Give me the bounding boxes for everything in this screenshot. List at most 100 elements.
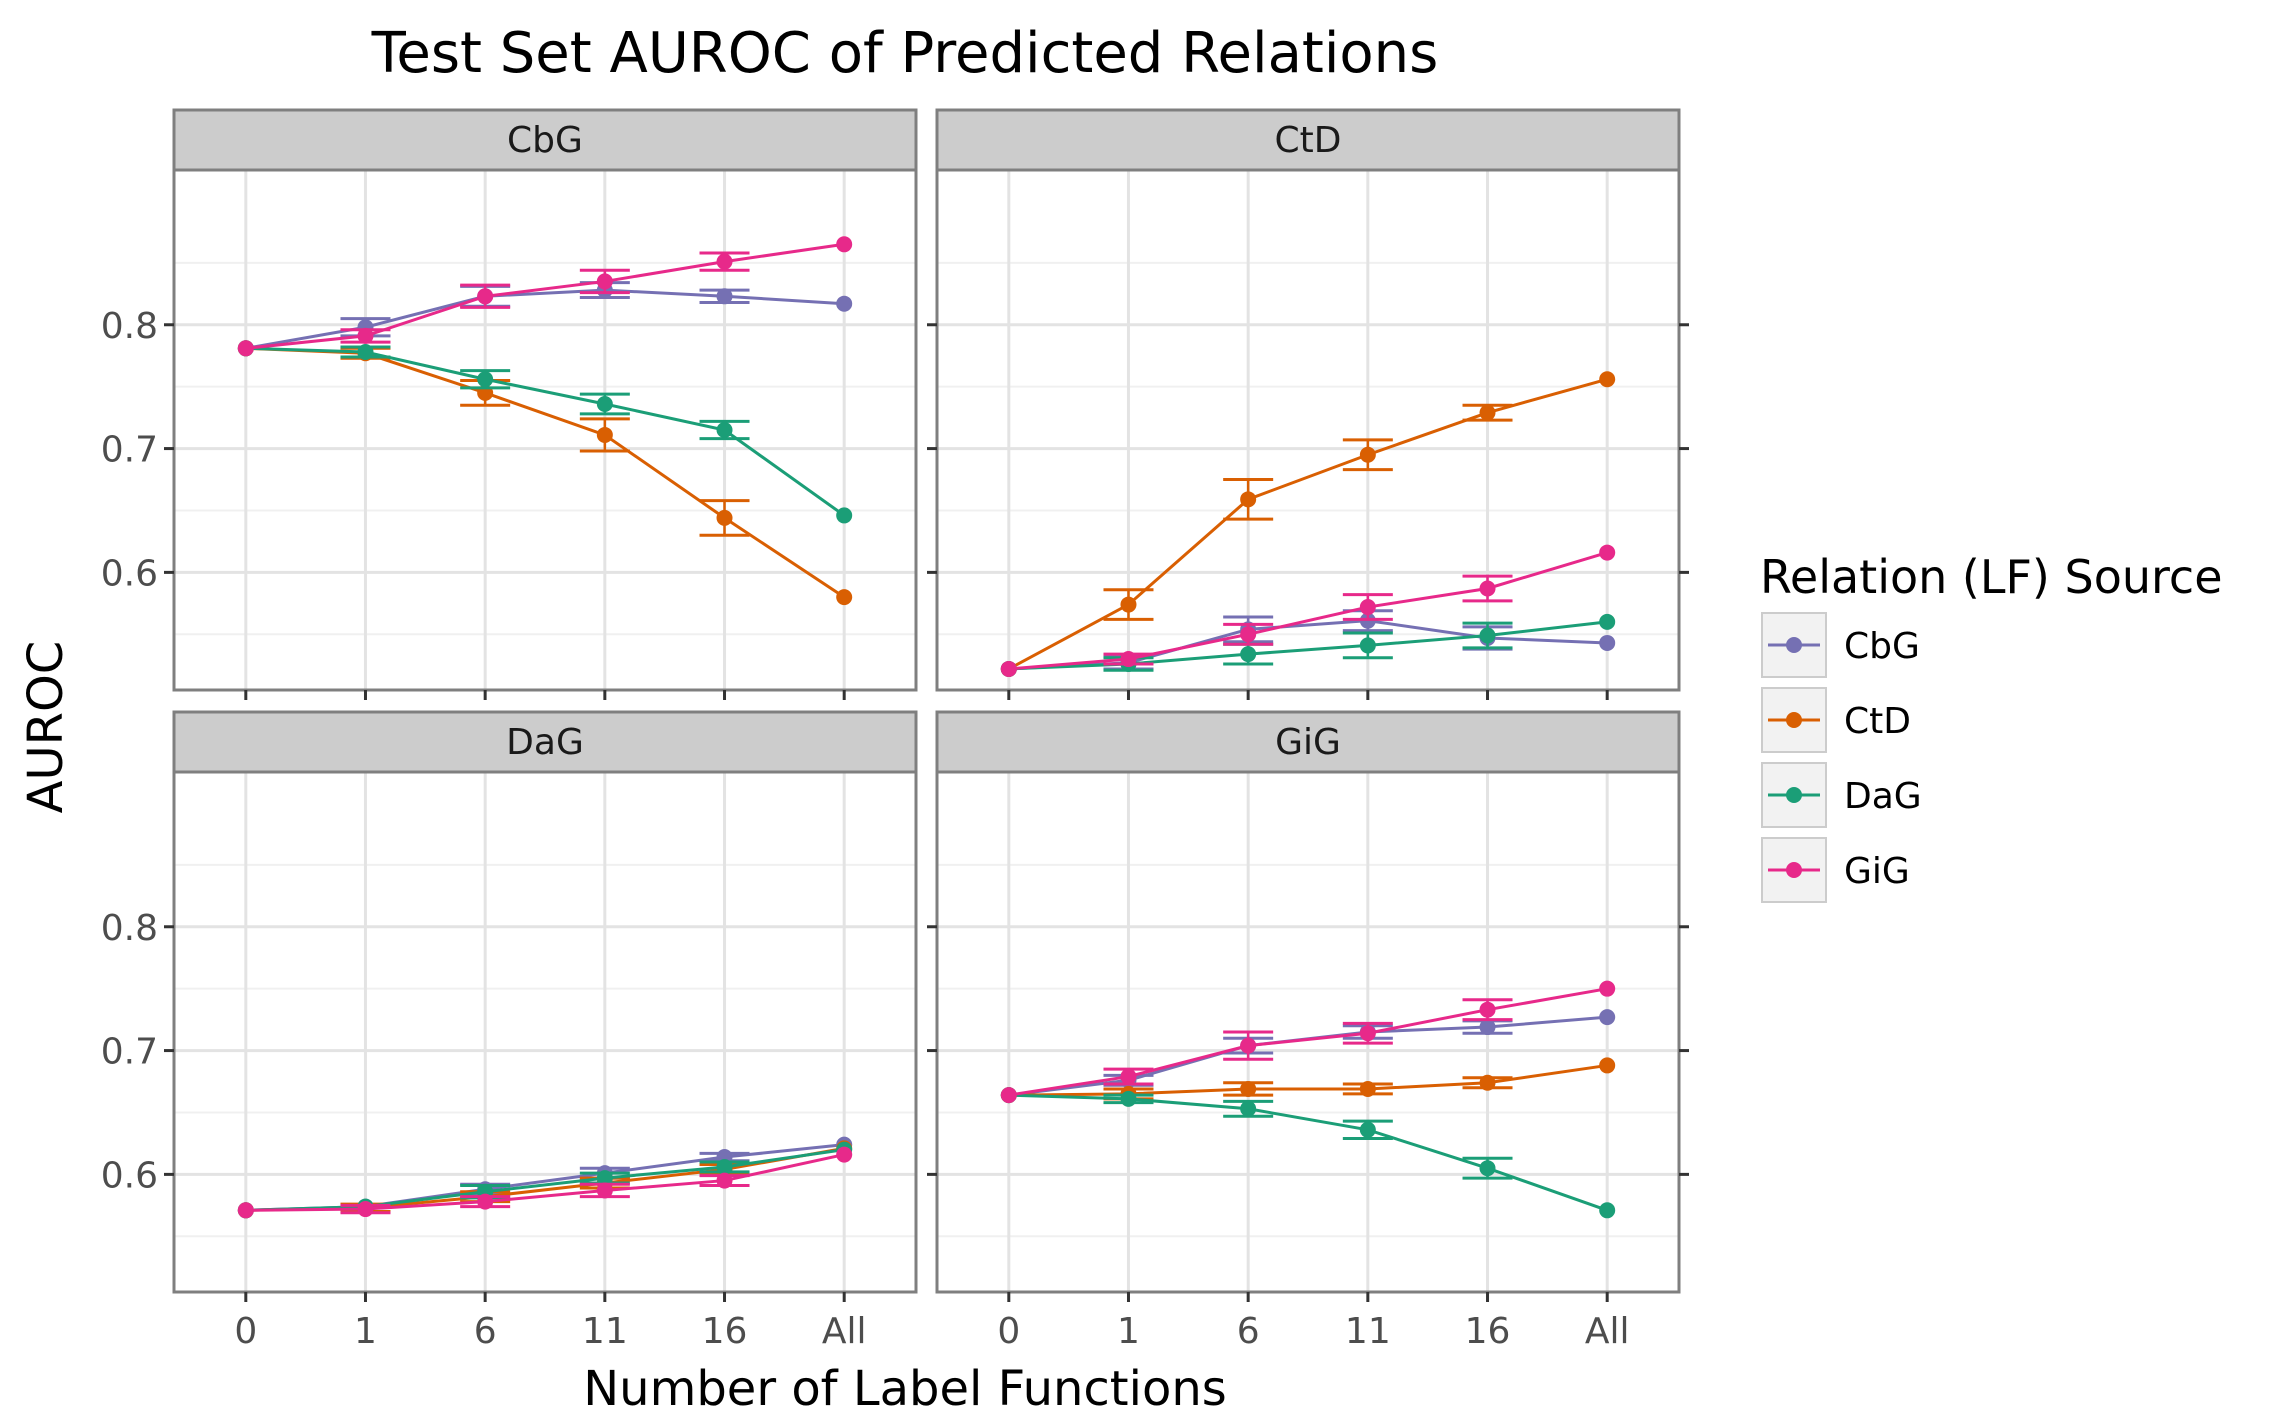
legend-title: Relation (LF) Source bbox=[1760, 550, 2223, 604]
series-line bbox=[245, 1148, 845, 1212]
data-point bbox=[836, 1146, 853, 1163]
y-tick-label: 0.7 bbox=[101, 430, 158, 471]
data-point bbox=[716, 422, 733, 438]
data-point bbox=[1599, 544, 1616, 561]
panel-cbg: CbG 0.6 0.7 0.8 bbox=[101, 108, 918, 700]
y-tick-label: 0.6 bbox=[101, 1155, 158, 1196]
panel-background bbox=[937, 170, 1679, 690]
data-point bbox=[836, 236, 853, 253]
data-point bbox=[1240, 1080, 1257, 1097]
series-line bbox=[245, 242, 845, 350]
legend-label: GiG bbox=[1844, 851, 1910, 892]
panel-background bbox=[174, 170, 916, 690]
data-point bbox=[477, 288, 494, 305]
data-point bbox=[596, 426, 613, 443]
legend-label: DaG bbox=[1844, 776, 1922, 817]
data-point bbox=[357, 327, 374, 344]
data-point bbox=[836, 589, 853, 606]
panel-border bbox=[172, 168, 918, 692]
data-point bbox=[1120, 651, 1137, 668]
x-tick-label: 6 bbox=[1237, 1311, 1260, 1352]
data-point bbox=[1599, 1009, 1616, 1026]
series-line bbox=[1008, 987, 1608, 1097]
panel-background bbox=[174, 772, 916, 1292]
data-point bbox=[1120, 596, 1137, 613]
x-tick-label: All bbox=[822, 1311, 867, 1352]
x-tick-label: All bbox=[1585, 1311, 1630, 1352]
data-point bbox=[1240, 1037, 1257, 1054]
legend-key-point bbox=[1786, 862, 1802, 878]
data-point bbox=[596, 1170, 613, 1187]
data-point bbox=[477, 1193, 494, 1210]
y-tick-label: 0.7 bbox=[101, 1032, 158, 1073]
data-point bbox=[1599, 613, 1616, 630]
data-point bbox=[716, 509, 733, 526]
strip-dag bbox=[172, 710, 918, 774]
x-tick-label: 11 bbox=[582, 1311, 628, 1352]
data-point bbox=[1599, 634, 1616, 651]
strip-label-ctd: CtD bbox=[1275, 120, 1342, 161]
data-point bbox=[716, 1172, 733, 1189]
data-point bbox=[1479, 1001, 1496, 1018]
panel-border bbox=[935, 168, 1681, 692]
x-tick-label: 0 bbox=[234, 1311, 257, 1352]
x-axis-title: Number of Label Functions bbox=[583, 1361, 1227, 1417]
strip-cbg bbox=[172, 108, 918, 172]
data-point bbox=[596, 396, 613, 412]
legend-entry-dag: DaG bbox=[1761, 762, 1922, 828]
data-point bbox=[1000, 660, 1017, 677]
data-point bbox=[1599, 1057, 1616, 1074]
data-point bbox=[1359, 1121, 1376, 1138]
data-point bbox=[836, 295, 853, 312]
data-point bbox=[1359, 1080, 1376, 1097]
data-point bbox=[716, 288, 733, 305]
y-tick-label: 0.8 bbox=[101, 306, 158, 347]
data-point bbox=[1359, 1025, 1376, 1042]
series-ctd bbox=[1000, 371, 1616, 677]
data-point bbox=[477, 371, 494, 388]
data-point bbox=[836, 507, 853, 524]
legend-entry-cbg: CbG bbox=[1761, 612, 1920, 678]
series-gig bbox=[237, 1146, 853, 1219]
data-point bbox=[1359, 637, 1376, 654]
data-point bbox=[716, 253, 733, 270]
data-point bbox=[1479, 627, 1496, 644]
legend-entry-gig: GiG bbox=[1761, 837, 1910, 903]
series-line bbox=[1008, 551, 1608, 671]
series-line bbox=[245, 346, 846, 517]
chart-title: Test Set AUROC of Predicted Relations bbox=[371, 21, 1439, 86]
data-point bbox=[1000, 1087, 1017, 1104]
x-tick-label: 16 bbox=[702, 1311, 748, 1352]
data-point bbox=[1120, 1090, 1137, 1107]
strip-label-gig: GiG bbox=[1275, 722, 1341, 763]
panel-border bbox=[935, 770, 1681, 1294]
x-tick-label: 1 bbox=[1117, 1311, 1140, 1352]
strip-ctd bbox=[935, 108, 1681, 172]
data-point bbox=[596, 1182, 613, 1199]
data-point bbox=[1240, 626, 1257, 643]
series-line bbox=[1008, 1093, 1608, 1212]
series-gig bbox=[1000, 544, 1616, 677]
legend-key-point bbox=[1786, 712, 1802, 728]
panel-ctd: CtD bbox=[927, 108, 1689, 700]
legend-entry-ctd: CtD bbox=[1761, 687, 1911, 753]
strip-gig bbox=[935, 710, 1681, 774]
data-point bbox=[716, 1158, 733, 1175]
data-point bbox=[1479, 1019, 1496, 1036]
data-point bbox=[1599, 1202, 1616, 1219]
legend-label: CtD bbox=[1844, 701, 1911, 742]
data-point bbox=[1240, 1100, 1257, 1117]
data-point bbox=[1240, 646, 1257, 663]
y-tick-label: 0.8 bbox=[101, 908, 158, 949]
x-tick-label: 0 bbox=[997, 1311, 1020, 1352]
x-tick-label: 11 bbox=[1345, 1311, 1391, 1352]
series-line bbox=[1008, 377, 1608, 671]
data-point bbox=[1479, 1074, 1496, 1091]
legend: Relation (LF) Source CbG CtD DaG GiG bbox=[1760, 550, 2223, 903]
data-point bbox=[1120, 1068, 1137, 1085]
series-line bbox=[245, 1153, 845, 1212]
data-point bbox=[357, 344, 374, 360]
data-point bbox=[1479, 1160, 1496, 1177]
